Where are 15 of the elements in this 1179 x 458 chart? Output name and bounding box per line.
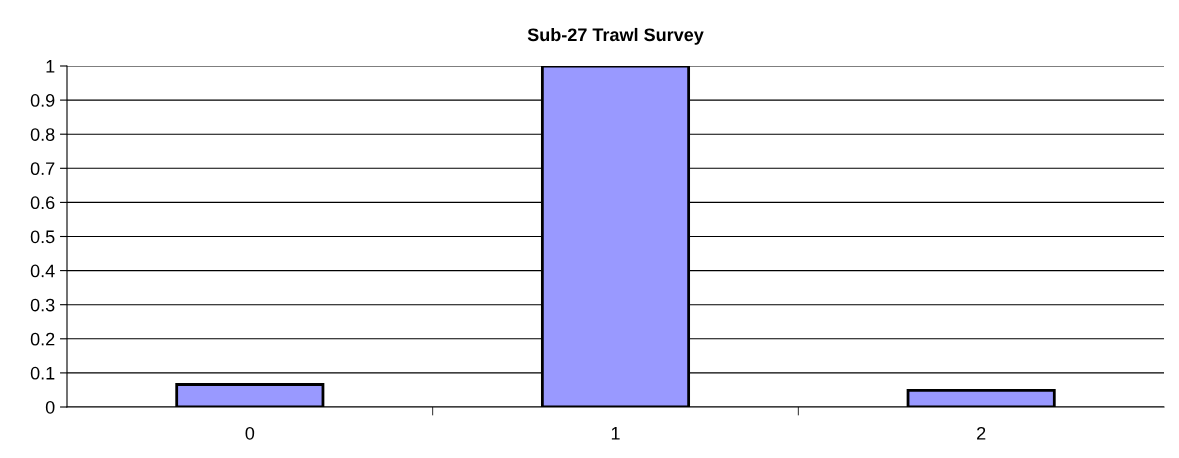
y-tick-label: 0.8 [30,128,55,141]
y-tick-label: 0.1 [30,366,55,380]
chart-title: Sub-27 Trawl Survey [527,27,704,45]
x-tick-label: 1 [611,427,620,440]
y-tick-label: 0.6 [30,196,55,210]
y-tick-label: 0.2 [30,332,55,346]
y-tick-label: 0.5 [30,230,55,244]
y-tick-label: 0 [45,400,55,414]
x-tick-label: 0 [245,426,255,440]
y-tick-label: 0.3 [30,298,55,312]
y-tick-label: 0.9 [30,94,55,107]
y-tick-label: 0.4 [30,264,55,278]
y-tick-label: 0.7 [30,162,55,176]
y-tick-label: 1 [46,60,55,73]
x-tick-label: 2 [977,426,986,440]
